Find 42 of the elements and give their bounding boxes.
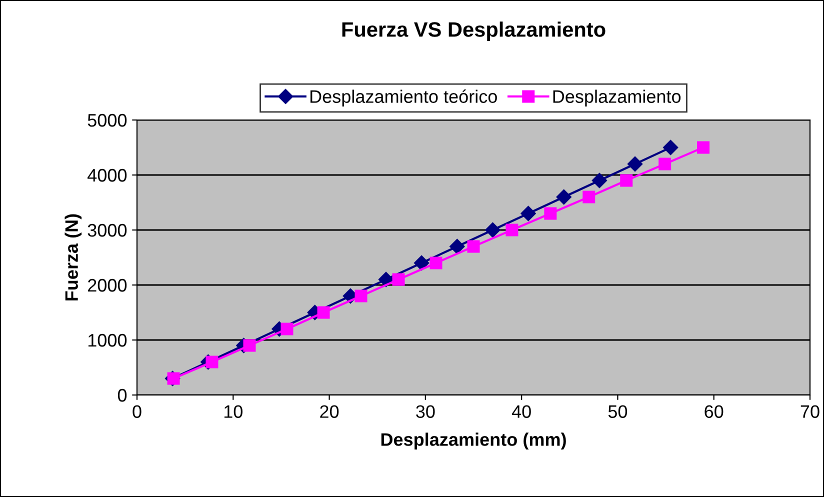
y-tick-label: 5000 bbox=[88, 114, 127, 127]
point bbox=[658, 158, 672, 170]
point bbox=[544, 207, 557, 220]
legend-label: Desplazamiento teórico bbox=[310, 89, 497, 107]
legend-label: Desplazamiento bbox=[553, 90, 681, 107]
point bbox=[243, 339, 256, 352]
point bbox=[392, 273, 405, 286]
x-tick-label: 60 bbox=[704, 405, 724, 418]
point bbox=[592, 172, 608, 188]
x-tick-label: 70 bbox=[800, 405, 820, 418]
y-tick-label: 3000 bbox=[88, 224, 127, 237]
point bbox=[697, 141, 710, 154]
x-tick-label: 10 bbox=[224, 405, 242, 418]
point bbox=[167, 372, 180, 385]
point bbox=[620, 174, 633, 187]
point bbox=[663, 140, 678, 156]
point bbox=[506, 224, 518, 236]
point bbox=[317, 306, 330, 319]
point bbox=[485, 222, 500, 238]
y-tick-label: 0 bbox=[118, 388, 127, 402]
point bbox=[467, 240, 480, 253]
point bbox=[582, 190, 596, 204]
y-axis-title: Fuerza (N) bbox=[64, 214, 82, 300]
point bbox=[206, 356, 218, 368]
y-tick-label: 1000 bbox=[88, 334, 127, 347]
x-tick-label: 0 bbox=[132, 405, 142, 418]
point bbox=[450, 238, 465, 254]
point bbox=[556, 189, 572, 205]
point bbox=[430, 256, 442, 270]
point bbox=[414, 255, 430, 271]
y-tick-label: 4000 bbox=[88, 168, 127, 182]
point bbox=[354, 290, 368, 302]
y-tick-label: 2000 bbox=[88, 278, 127, 292]
x-tick-label: 50 bbox=[608, 405, 628, 418]
x-tick-label: 40 bbox=[512, 405, 531, 418]
x-tick-label: 20 bbox=[320, 405, 339, 418]
point bbox=[280, 322, 294, 336]
x-axis-title: Desplazamiento (mm) bbox=[381, 432, 566, 450]
chart-title: Fuerza VS Desplazamiento bbox=[342, 22, 606, 41]
point bbox=[627, 156, 643, 172]
point bbox=[520, 206, 536, 222]
x-tick-label: 30 bbox=[416, 405, 435, 418]
